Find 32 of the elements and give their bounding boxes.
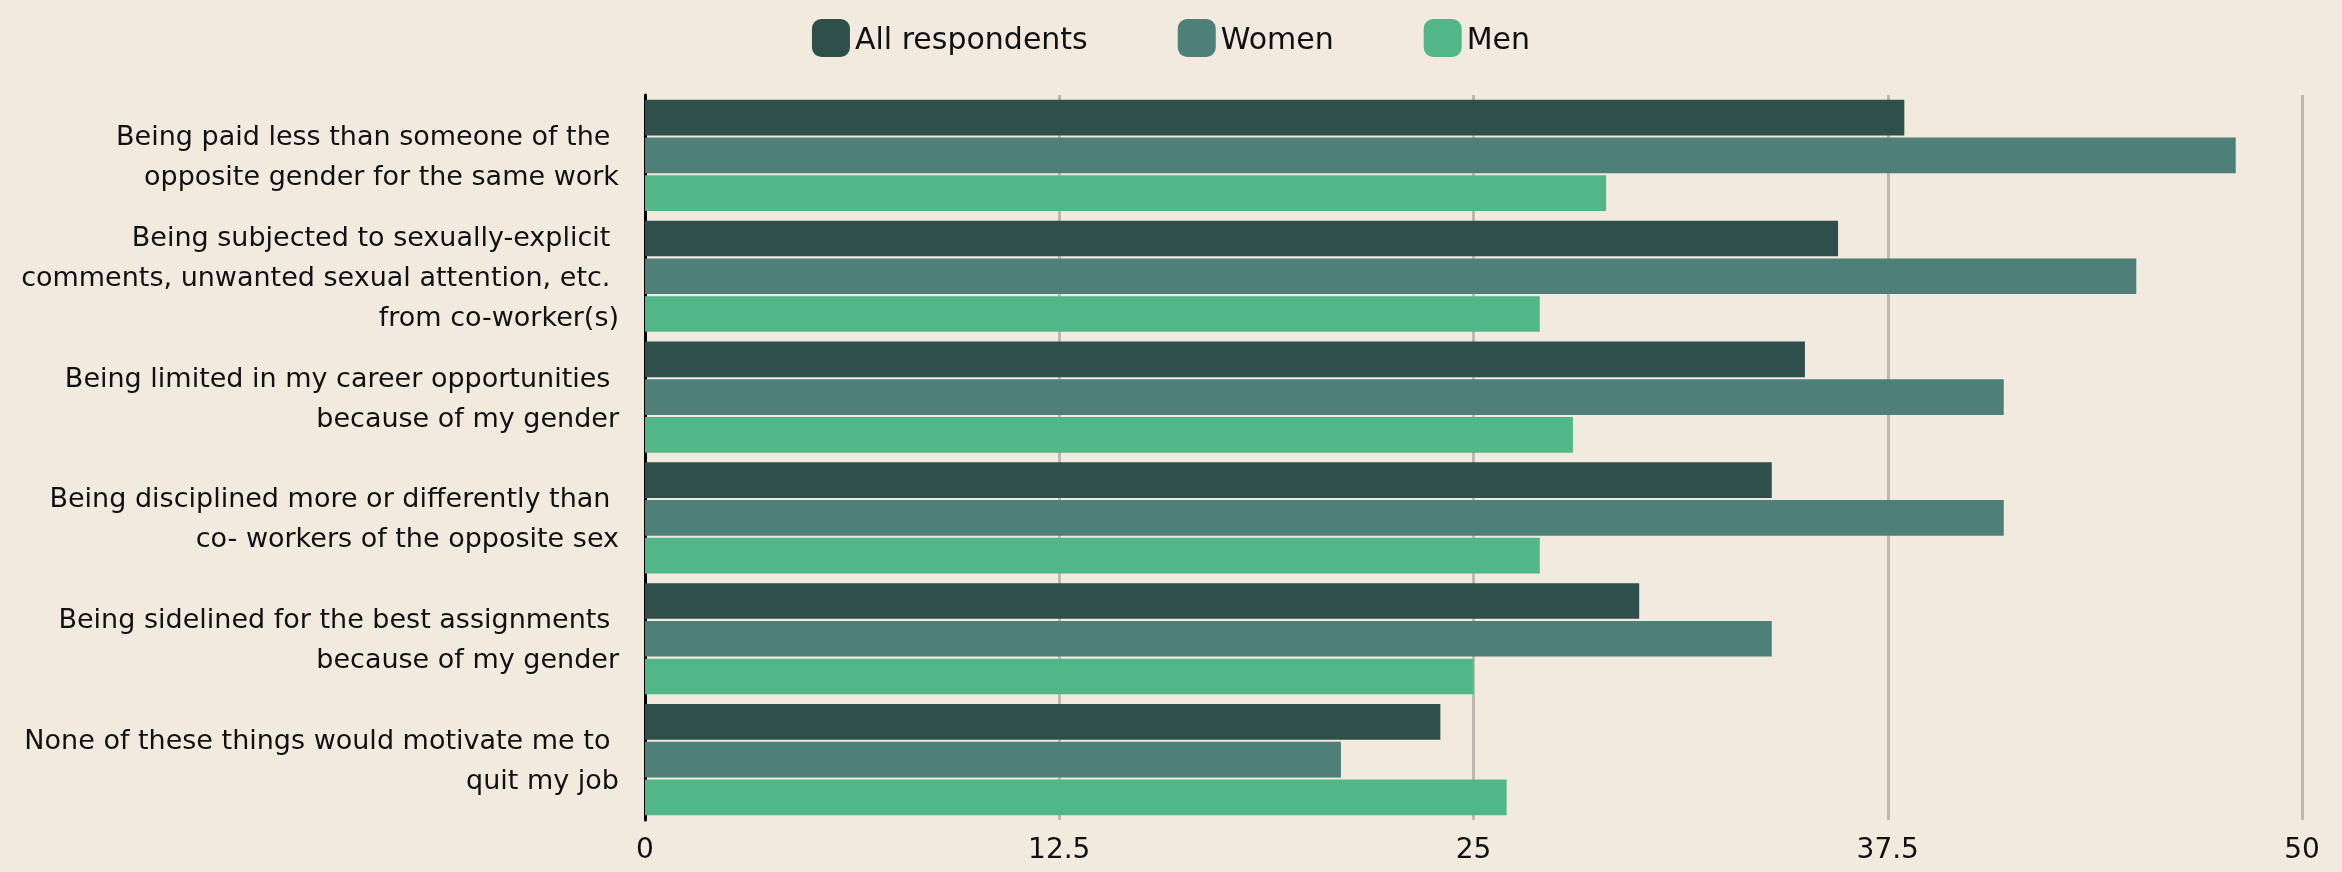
bar [645, 537, 1540, 574]
y-tick-label: Being disciplined more or differently than co- workers of the opposite sex [49, 482, 620, 554]
bar [645, 417, 1573, 453]
y-tick-label: None of these things would motivate me to quit my job [24, 724, 619, 796]
legend-label: Women [1220, 20, 1334, 56]
bar [645, 137, 2236, 174]
y-tick-label: Being limited in my career opportunities because of my gender [64, 361, 620, 433]
x-tick-label: 0 [636, 831, 654, 865]
bar [645, 220, 1839, 257]
bar [645, 620, 1772, 657]
y-tick-label: Being sidelined for the best assignments because of my gender [58, 603, 620, 675]
bar [645, 379, 2004, 415]
bar [645, 99, 1905, 136]
bar [645, 462, 1772, 498]
bar [645, 583, 1640, 619]
bar [645, 175, 1607, 211]
bar [645, 258, 2137, 295]
x-tick-label: 50 [2284, 831, 2320, 865]
x-tick-label: 25 [1455, 831, 1492, 865]
bar [645, 704, 1441, 740]
legend-label: All respondents [854, 20, 1088, 56]
x-tick-label: 12.5 [1028, 831, 1091, 865]
bar [645, 658, 1474, 695]
bar [645, 779, 1507, 816]
y-tick-label: Being subjected to sexually-explicit comments, unwanted sexual attention, etc. from co-worker(s) [21, 220, 619, 332]
x-tick-label: 37.5 [1856, 831, 1919, 865]
bar [645, 741, 1341, 778]
legend-label: Men [1466, 20, 1531, 56]
bar [645, 296, 1540, 332]
bar [645, 500, 2004, 536]
y-tick-label: Being paid less than someone of the opposite gender for the same work [116, 119, 620, 191]
bar [645, 341, 1805, 378]
